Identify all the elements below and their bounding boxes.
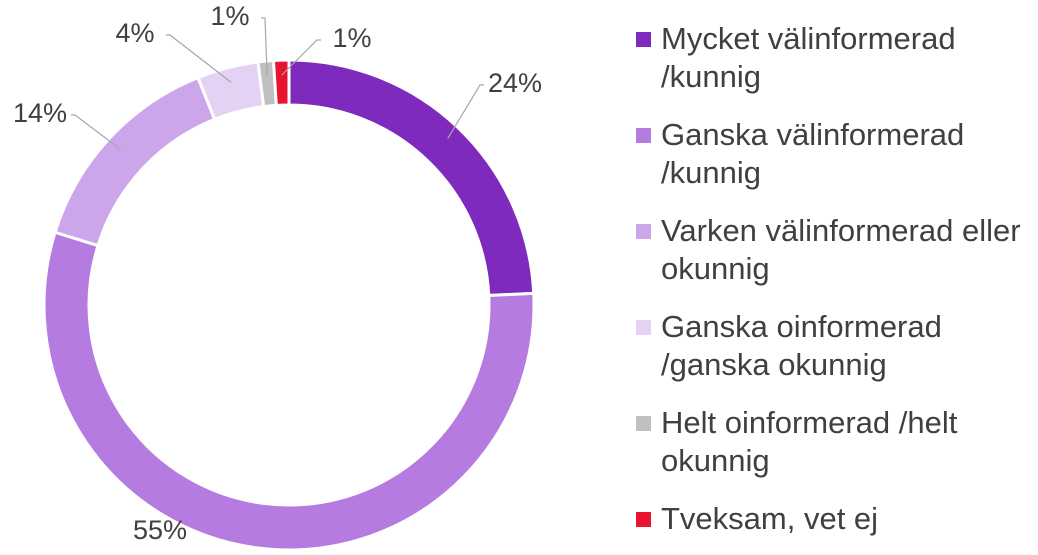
donut-segment bbox=[271, 58, 291, 107]
legend-item: Ganska oinformerad /ganska okunnig bbox=[636, 308, 1036, 384]
legend-label: Varken välinformerad eller okunnig bbox=[661, 213, 1021, 286]
leader-line bbox=[447, 84, 484, 139]
data-label: 1% bbox=[210, 1, 249, 31]
legend-label: Ganska oinformerad /ganska okunnig bbox=[661, 309, 942, 382]
legend-item: Tveksam, vet ej bbox=[636, 500, 1036, 538]
leader-line bbox=[71, 114, 121, 150]
data-label: 4% bbox=[115, 18, 154, 48]
leader-line bbox=[261, 17, 268, 77]
legend: Mycket välinformerad /kunnig Ganska välin… bbox=[636, 20, 1036, 538]
legend-swatch bbox=[636, 32, 651, 47]
legend-item: Varken välinformerad eller okunnig bbox=[636, 212, 1036, 288]
donut-segment bbox=[42, 230, 536, 552]
legend-label: Mycket välinformerad /kunnig bbox=[661, 21, 956, 94]
data-label: 1% bbox=[332, 23, 371, 53]
data-label: 55% bbox=[133, 515, 187, 545]
chart: 24% 55% 14% 4% 1% 1% bbox=[13, 1, 542, 552]
legend-swatch bbox=[636, 224, 651, 239]
legend-label: Helt oinformerad /helt okunnig bbox=[661, 405, 958, 478]
data-label: 24% bbox=[488, 68, 542, 98]
legend-swatch bbox=[636, 416, 651, 431]
legend-swatch bbox=[636, 128, 651, 143]
donut-segment bbox=[53, 75, 217, 248]
legend-item: Helt oinformerad /helt okunnig bbox=[636, 404, 1036, 480]
legend-swatch bbox=[636, 512, 651, 527]
legend-label: Ganska välinformerad /kunnig bbox=[661, 117, 965, 190]
legend-swatch bbox=[636, 320, 651, 335]
legend-item: Mycket välinformerad /kunnig bbox=[636, 20, 1036, 96]
leader-line bbox=[166, 34, 232, 83]
data-label: 14% bbox=[13, 98, 67, 128]
legend-label: Tveksam, vet ej bbox=[661, 501, 879, 536]
leader-line bbox=[281, 39, 321, 76]
legend-item: Ganska välinformerad /kunnig bbox=[636, 116, 1036, 192]
